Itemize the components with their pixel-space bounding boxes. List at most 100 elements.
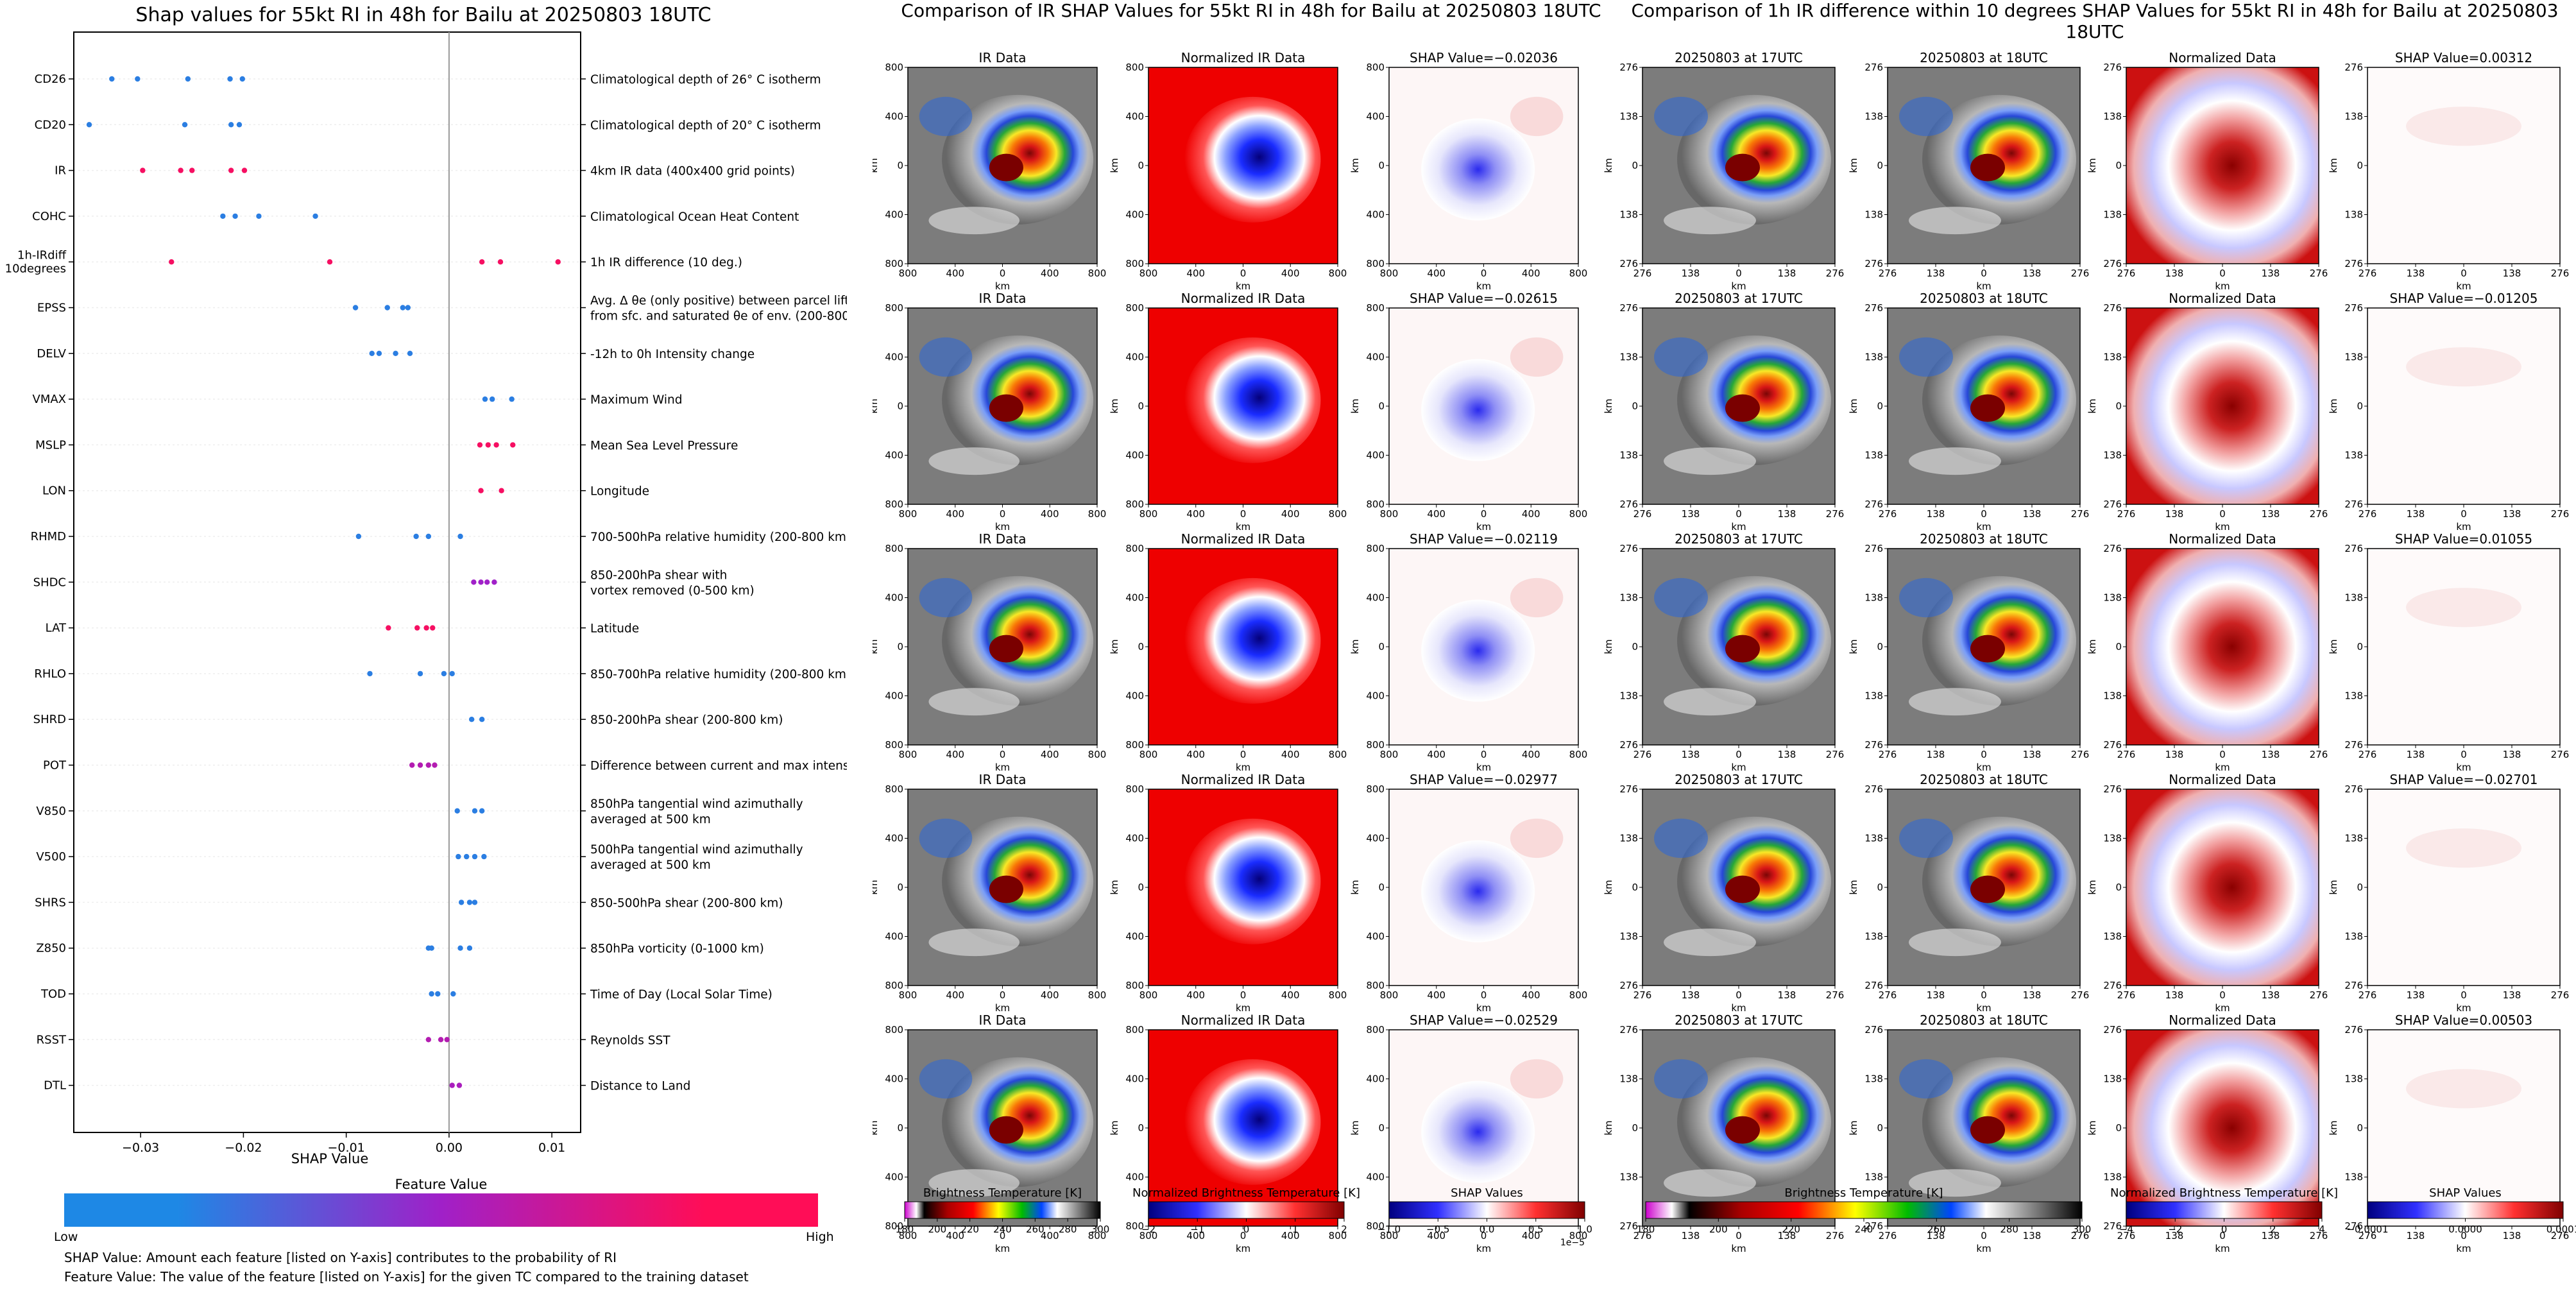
- x-tick-label: 0: [1000, 1230, 1006, 1242]
- y-tick-label: 0: [1877, 400, 1883, 412]
- y-tick-label: 400: [885, 352, 903, 363]
- ir-colorbar: Brightness Temperature [K] 180 200 220 240 26…: [896, 1186, 1110, 1235]
- shap-colorbar: SHAP Values −1.0 −0.5 0.0 0.5 1.0 1e−5: [1378, 1186, 1592, 1248]
- colorbar-label: Brightness Temperature [K]: [923, 1186, 1082, 1200]
- x-tick-label: −0.01: [328, 1141, 365, 1155]
- x-tick-label: 400: [1041, 989, 1059, 1001]
- x-tick-label: 276: [2117, 749, 2136, 760]
- x-tick-label: −0.02: [225, 1141, 262, 1155]
- y-tick-label: 400: [885, 111, 903, 123]
- panel-title: 20250803 at 18UTC: [1920, 531, 2048, 547]
- x-tick-label: 0: [1481, 268, 1487, 279]
- y-tick-label: 800: [1125, 1024, 1144, 1036]
- x-tick-label: 276: [2358, 508, 2377, 520]
- shap-point: [228, 122, 234, 128]
- y-axis-label: km: [1109, 398, 1120, 413]
- x-tick-label: 276: [1826, 268, 1845, 279]
- colorbar-tick-label: −0.0001: [2346, 1224, 2388, 1235]
- feature-name-label: COHC: [32, 210, 66, 223]
- x-tick-label: 800: [1569, 268, 1588, 279]
- x-tick-label: 800: [1139, 268, 1158, 279]
- x-tick-label: 400: [1427, 749, 1446, 760]
- x-tick-label: 400: [1186, 749, 1205, 760]
- y-tick-label: 0: [1138, 882, 1144, 893]
- panel-title: Normalized Data: [2169, 1012, 2276, 1028]
- feature-name-label: TOD: [40, 987, 66, 1001]
- x-axis-label: km: [2456, 521, 2471, 533]
- y-tick-label: 276: [2103, 302, 2122, 314]
- shap-point: [369, 350, 375, 356]
- y-tick-label: 276: [2344, 783, 2363, 795]
- y-tick-label: 276: [1864, 258, 1883, 269]
- x-tick-label: 138: [2503, 268, 2521, 279]
- shap-negative-region: [1421, 1080, 1535, 1183]
- x-tick-label: 0: [1240, 749, 1247, 760]
- y-tick-label: 0: [1378, 641, 1385, 653]
- y-tick-label: 400: [1366, 1073, 1385, 1085]
- colorbar-tick-label: 0: [2221, 1224, 2228, 1235]
- colorbar-tick-label: 200: [1709, 1224, 1728, 1235]
- cloud-band: [1899, 337, 1953, 377]
- x-tick-label: 0: [1981, 1230, 1987, 1242]
- y-axis-label: km: [2086, 1120, 2098, 1135]
- norm-storm: [1184, 337, 1321, 463]
- feature-value-colorbar: [64, 1193, 818, 1227]
- shap-point: [468, 717, 475, 722]
- shap-point: [312, 213, 318, 219]
- y-tick-label: 276: [2344, 302, 2363, 314]
- x-tick-label: 276: [1633, 508, 1652, 520]
- y-tick-label: 0: [2357, 882, 2363, 893]
- x-tick-label: 400: [1186, 1230, 1205, 1242]
- shap-positive-region: [1510, 337, 1564, 377]
- cloud-band: [928, 688, 1020, 716]
- y-tick-label: 800: [1125, 783, 1144, 795]
- x-axis-label: km: [2456, 1243, 2471, 1254]
- colorbar-tick-label: 240: [1855, 1224, 1873, 1235]
- x-tick-label: 138: [2262, 989, 2280, 1001]
- y-tick-label: 0: [1632, 1122, 1638, 1134]
- cloud-band: [1899, 1059, 1953, 1099]
- x-tick-label: 0: [2219, 268, 2226, 279]
- x-tick-label: 276: [2117, 268, 2136, 279]
- colorbar-tick-label: 200: [928, 1224, 947, 1235]
- x-tick-label: 276: [2551, 749, 2570, 760]
- image-panel: 20250803 at 18UTC27627613813800138138276…: [1848, 772, 2089, 1014]
- x-tick-label: 138: [1778, 508, 1796, 520]
- x-tick-label: 800: [899, 989, 917, 1001]
- panel-title: 20250803 at 17UTC: [1675, 1012, 1803, 1028]
- x-tick-label: 276: [2358, 268, 2377, 279]
- shap-point: [140, 167, 146, 173]
- y-tick-label: 276: [1619, 62, 1638, 73]
- y-tick-label: 276: [2344, 62, 2363, 73]
- x-tick-label: 138: [2165, 508, 2184, 520]
- shap-point: [458, 900, 465, 905]
- y-tick-label: 0: [1378, 160, 1385, 171]
- x-tick-label: 138: [2165, 749, 2184, 760]
- image-panel: SHAP Value=0.003122762761381380013813827…: [2328, 50, 2569, 292]
- shap-point: [454, 808, 460, 814]
- y-tick-label: 800: [1366, 1024, 1385, 1036]
- colorbar-tick-label: 300: [2073, 1224, 2092, 1235]
- y-tick-label: 138: [2103, 690, 2122, 702]
- cloud-band: [1909, 207, 2001, 235]
- x-tick-label: 138: [2165, 989, 2184, 1001]
- x-tick-label: 276: [2117, 1230, 2136, 1242]
- feature-description-label: 850hPa tangential wind azimuthally: [590, 798, 803, 811]
- shap-diff-patch: [2406, 347, 2521, 387]
- feature-description-label: 1h IR difference (10 deg.): [590, 256, 742, 269]
- y-tick-label: 276: [1619, 783, 1638, 795]
- feature-name-label: LON: [42, 484, 66, 498]
- y-tick-label: 400: [885, 209, 903, 221]
- colorbar-tick-label: 1.0: [1577, 1224, 1592, 1235]
- image-panel: 20250803 at 18UTC27627613813800138138276…: [1848, 291, 2089, 533]
- x-tick-label: 400: [1041, 1230, 1059, 1242]
- shap-point: [232, 213, 238, 219]
- x-tick-label: 800: [1329, 1230, 1347, 1242]
- x-axis-label: km: [1476, 762, 1491, 773]
- colorbar-tick-label: 0.5: [1528, 1224, 1544, 1235]
- shap-point: [472, 900, 478, 905]
- feature-name-label: SHRD: [33, 713, 66, 726]
- colorbar-tick-label: 300: [1091, 1224, 1110, 1235]
- x-tick-label: 800: [1139, 989, 1158, 1001]
